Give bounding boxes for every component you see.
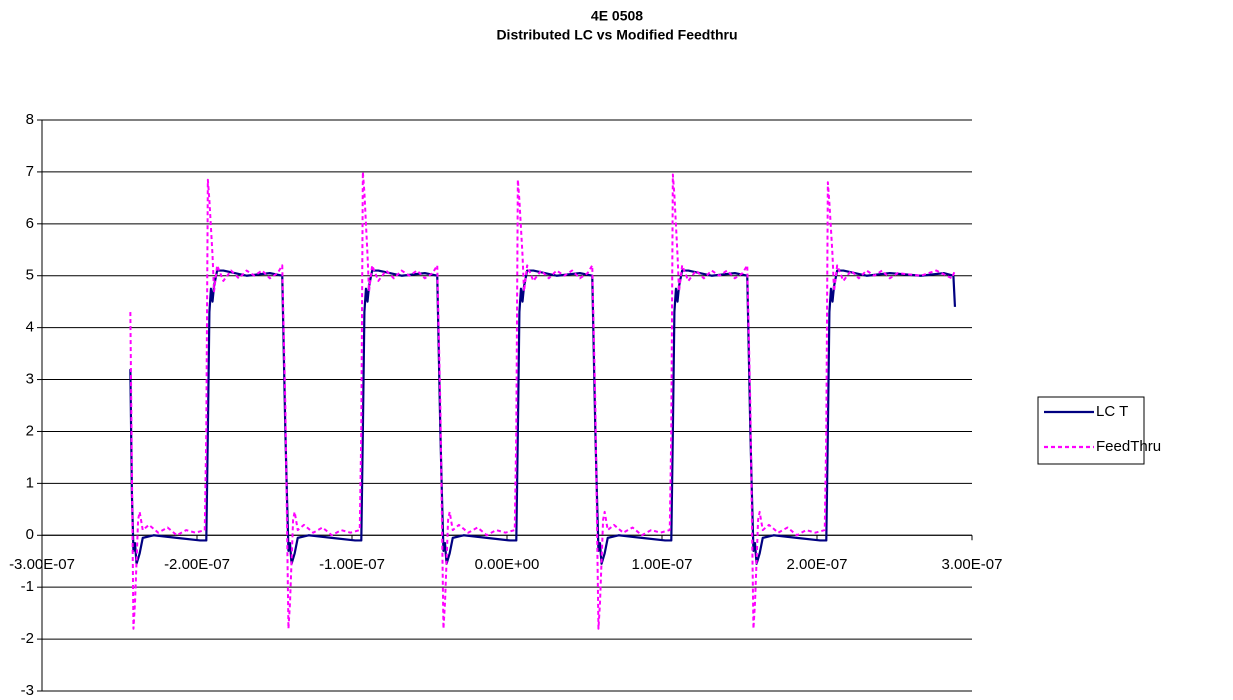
y-tick-label: 7 (26, 163, 34, 180)
legend-label: FeedThru (1096, 438, 1161, 455)
y-tick-label: 6 (26, 215, 34, 232)
y-tick-label: 1 (26, 474, 34, 491)
y-tick-label: -2 (21, 630, 34, 647)
legend-box (1037, 396, 1145, 465)
x-tick-label: 1.00E-07 (632, 556, 693, 573)
chart-title: 4E 0508 (591, 8, 643, 24)
series-line (129, 170, 956, 630)
x-tick-label: 3.00E-07 (942, 556, 1003, 573)
y-tick-label: 8 (26, 111, 34, 128)
chart-subtitle: Distributed LC vs Modified Feedthru (496, 27, 737, 43)
y-tick-label: 5 (26, 267, 34, 284)
y-tick-label: 2 (26, 422, 34, 439)
y-tick-label: 4 (26, 319, 34, 336)
y-tick-label: 0 (26, 526, 34, 543)
x-tick-label: -2.00E-07 (164, 556, 230, 573)
x-tick-label: 2.00E-07 (787, 556, 848, 573)
x-tick-label: -1.00E-07 (319, 556, 385, 573)
x-tick-label: 0.00E+00 (475, 556, 540, 573)
series-line (129, 269, 957, 565)
y-tick-label: -1 (21, 578, 34, 595)
x-tick-label: -3.00E-07 (9, 556, 75, 573)
legend-label: LC T (1096, 403, 1128, 420)
y-tick-label: -3 (21, 682, 34, 699)
y-tick-label: 3 (26, 371, 34, 388)
